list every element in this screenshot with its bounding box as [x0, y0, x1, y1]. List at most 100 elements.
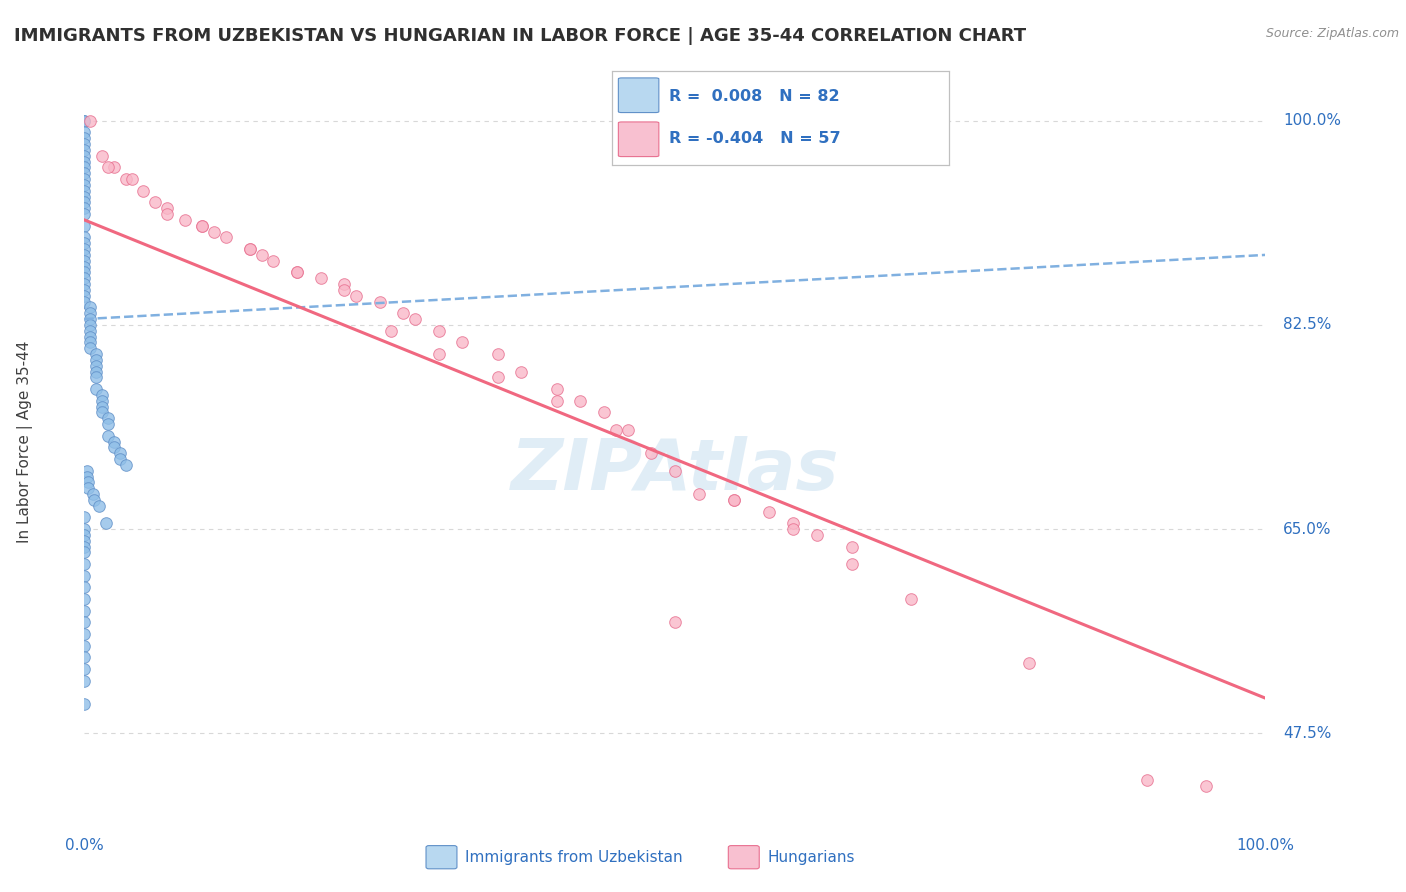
Point	[73, 522, 96, 536]
Point	[84, 359, 107, 373]
Point	[664, 615, 686, 630]
Point	[156, 201, 179, 215]
Point	[103, 434, 125, 449]
Point	[73, 697, 96, 711]
Point	[73, 260, 96, 274]
Point	[73, 510, 96, 524]
Point	[97, 417, 120, 431]
Text: IMMIGRANTS FROM UZBEKISTAN VS HUNGARIAN IN LABOR FORCE | AGE 35-44 CORRELATION C: IMMIGRANTS FROM UZBEKISTAN VS HUNGARIAN …	[14, 27, 1026, 45]
Point	[285, 265, 308, 279]
Point	[73, 265, 96, 279]
Point	[73, 540, 96, 554]
Point	[73, 289, 96, 303]
Text: 65.0%: 65.0%	[1284, 522, 1331, 536]
Point	[84, 347, 107, 361]
Text: Hungarians: Hungarians	[768, 850, 855, 864]
Point	[73, 592, 96, 607]
Point	[108, 452, 131, 467]
Point	[73, 557, 96, 571]
Point	[73, 253, 96, 268]
Point	[344, 289, 367, 303]
FancyBboxPatch shape	[619, 78, 659, 112]
Point	[73, 615, 96, 630]
FancyBboxPatch shape	[619, 122, 659, 157]
Point	[156, 207, 179, 221]
Point	[121, 172, 143, 186]
Point	[451, 335, 474, 350]
Point	[132, 184, 155, 198]
Point	[97, 161, 120, 175]
Point	[73, 248, 96, 262]
Point	[73, 219, 96, 233]
Point	[664, 464, 686, 478]
Point	[900, 592, 922, 607]
Point	[73, 125, 96, 139]
Point	[333, 283, 356, 297]
Point	[114, 458, 136, 472]
Point	[250, 248, 273, 262]
Point	[191, 219, 214, 233]
Point	[84, 352, 107, 367]
Point	[782, 522, 804, 536]
Point	[73, 528, 96, 542]
Point	[108, 446, 131, 460]
Point	[239, 242, 262, 256]
Point	[73, 201, 96, 215]
Point	[1195, 779, 1218, 793]
Point	[723, 492, 745, 507]
Point	[1018, 656, 1040, 670]
Point	[758, 504, 780, 518]
Text: 100.0%: 100.0%	[1236, 838, 1295, 853]
Point	[91, 393, 114, 408]
Point	[593, 405, 616, 419]
Point	[114, 172, 136, 186]
Point	[202, 225, 225, 239]
Point	[510, 365, 533, 379]
Point	[73, 283, 96, 297]
Point	[73, 195, 96, 210]
Text: 100.0%: 100.0%	[1284, 113, 1341, 128]
Point	[215, 230, 238, 244]
Point	[404, 312, 426, 326]
Point	[427, 347, 450, 361]
Point	[103, 441, 125, 455]
Point	[73, 207, 96, 221]
Point	[73, 149, 96, 163]
Point	[569, 393, 592, 408]
Point	[79, 312, 101, 326]
Point	[79, 318, 101, 332]
Point	[83, 492, 105, 507]
Point	[73, 161, 96, 175]
Point	[79, 113, 101, 128]
Point	[380, 324, 402, 338]
Point	[546, 393, 568, 408]
Point	[486, 347, 509, 361]
Point	[73, 143, 96, 157]
Point	[73, 580, 96, 594]
Point	[806, 528, 828, 542]
Point	[688, 487, 710, 501]
Point	[73, 650, 96, 665]
Point	[841, 540, 863, 554]
Point	[73, 166, 96, 180]
Point	[79, 324, 101, 338]
Text: R = -0.404   N = 57: R = -0.404 N = 57	[669, 131, 841, 146]
Text: Source: ZipAtlas.com: Source: ZipAtlas.com	[1265, 27, 1399, 40]
Point	[94, 516, 117, 531]
Point	[191, 219, 214, 233]
Point	[392, 306, 415, 320]
Point	[73, 172, 96, 186]
Point	[285, 265, 308, 279]
Point	[84, 370, 107, 384]
Point	[87, 499, 110, 513]
Point	[79, 335, 101, 350]
Point	[262, 253, 284, 268]
Point	[309, 271, 332, 285]
Point	[91, 149, 114, 163]
Point	[91, 400, 114, 414]
Text: R =  0.008   N = 82: R = 0.008 N = 82	[669, 89, 839, 104]
Point	[640, 446, 662, 460]
Point	[73, 137, 96, 152]
Point	[91, 405, 114, 419]
Point	[173, 213, 195, 227]
